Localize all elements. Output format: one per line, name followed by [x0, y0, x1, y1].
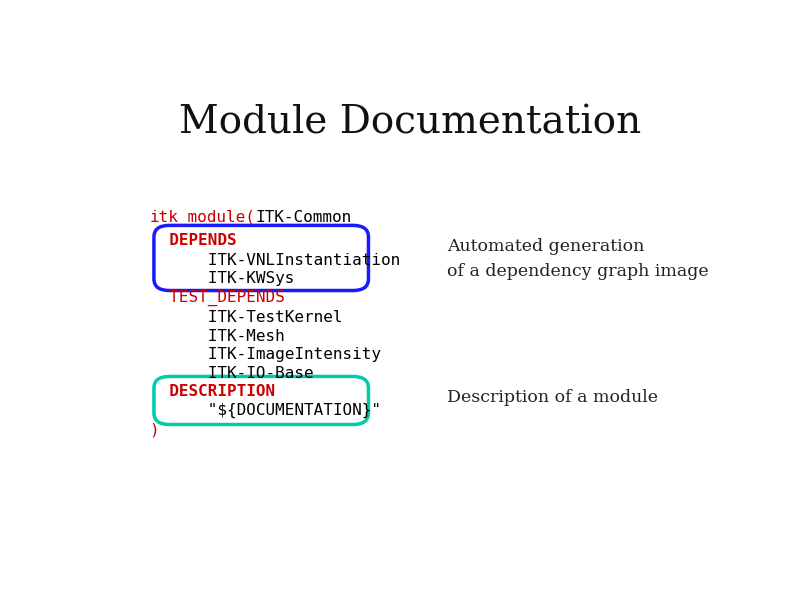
- Text: "${DOCUMENTATION}": "${DOCUMENTATION}": [150, 403, 381, 418]
- Text: ITK-KWSys: ITK-KWSys: [150, 271, 294, 286]
- Text: ): ): [150, 422, 159, 437]
- Text: DESCRIPTION: DESCRIPTION: [150, 384, 274, 399]
- Text: Automated generation
of a dependency graph image: Automated generation of a dependency gra…: [447, 238, 709, 280]
- Text: TEST_DEPENDS: TEST_DEPENDS: [150, 290, 284, 307]
- Text: Module Documentation: Module Documentation: [179, 104, 641, 142]
- Text: itk_module(: itk_module(: [150, 209, 255, 226]
- Text: Description of a module: Description of a module: [447, 389, 658, 406]
- Text: DEPENDS: DEPENDS: [150, 233, 236, 248]
- Text: ITK-IO-Base: ITK-IO-Base: [150, 366, 314, 381]
- Text: ITK-VNLInstantiation: ITK-VNLInstantiation: [150, 253, 400, 268]
- Text: ITK-ImageIntensity: ITK-ImageIntensity: [150, 347, 381, 362]
- Text: ITK-Mesh: ITK-Mesh: [150, 329, 284, 344]
- Text: ITK-TestKernel: ITK-TestKernel: [150, 310, 342, 325]
- Text: ITK-Common: ITK-Common: [255, 210, 352, 225]
